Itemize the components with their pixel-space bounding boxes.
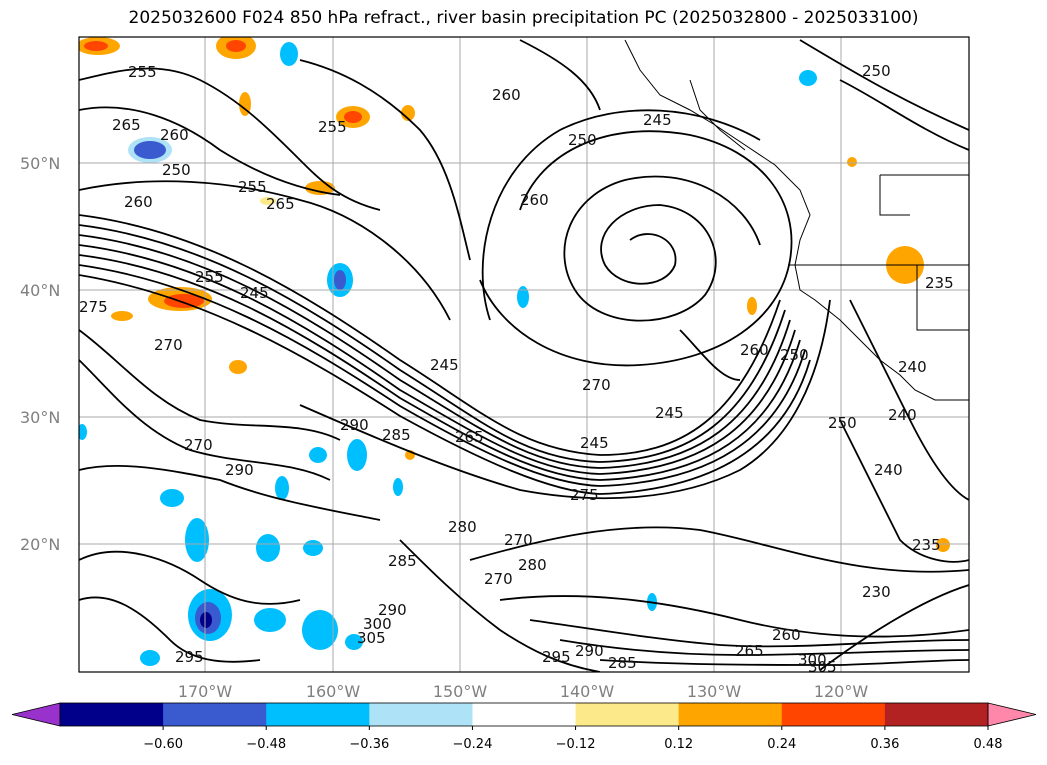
colorbar-segment	[884, 703, 989, 726]
precip-anomaly-fill	[79, 37, 950, 666]
contour-label: 280	[448, 518, 477, 536]
lon-label: 120°W	[814, 682, 869, 701]
contour-label: 250	[862, 62, 891, 80]
lat-label: 40°N	[20, 281, 60, 300]
colorbar-segment	[781, 703, 886, 726]
contour-label: 290	[340, 416, 369, 434]
contour-label: 280	[518, 556, 547, 574]
colorbar-extension-low	[11, 702, 61, 727]
contour-labels: 255 260 265 250 255 265 260 255 245 275 …	[79, 62, 954, 676]
lon-label: 160°W	[306, 682, 361, 701]
contour-label: 235	[912, 536, 941, 554]
contour-label: 295	[175, 648, 204, 666]
contour-label: 285	[382, 426, 411, 444]
colorbar-segment	[575, 703, 680, 726]
colorbar-tick-label: −0.24	[453, 737, 493, 752]
colorbar-segment	[266, 703, 370, 726]
latitude-labels: 50°N 40°N 30°N 20°N	[20, 154, 60, 554]
contour-label: 305	[808, 658, 837, 676]
colorbar-tick-label: 0.12	[664, 737, 693, 752]
contour-label: 240	[874, 461, 903, 479]
contour-label: 270	[184, 436, 213, 454]
contour-label: 265	[112, 116, 141, 134]
contour-label: 245	[580, 434, 609, 452]
contour-label: 255	[238, 178, 267, 196]
contour-label: 255	[128, 63, 157, 81]
lat-label: 50°N	[20, 154, 60, 173]
contour-label: 260	[492, 86, 521, 104]
contour-label: 240	[898, 358, 927, 376]
colorbar-tick-label: 0.48	[974, 737, 1003, 752]
contour-label: 250	[828, 414, 857, 432]
lon-label: 150°W	[433, 682, 488, 701]
colorbar-tick-label: −0.48	[246, 737, 286, 752]
contour-label: 240	[888, 406, 917, 424]
contour-label: 265	[455, 428, 484, 446]
contour-label: 250	[568, 131, 597, 149]
contour-label: 270	[154, 336, 183, 354]
contour-label: 260	[160, 126, 189, 144]
colorbar-tick-label: 0.36	[870, 737, 899, 752]
contour-label: 260	[520, 191, 549, 209]
colorbar-segment	[472, 703, 577, 726]
contour-label: 260	[740, 341, 769, 359]
contour-label: 245	[643, 111, 672, 129]
contour-label: 245	[655, 404, 684, 422]
colorbar-tick-label: −0.36	[349, 737, 389, 752]
graticule	[79, 37, 969, 672]
colorbar-extension-high	[987, 702, 1037, 727]
lon-label: 140°W	[560, 682, 615, 701]
contour-label: 290	[225, 461, 254, 479]
colorbar-tick-label: −0.60	[143, 737, 183, 752]
contour-label: 285	[608, 654, 637, 672]
contour-label: 285	[388, 552, 417, 570]
contour-label: 290	[575, 642, 604, 660]
refractivity-contours	[79, 39, 969, 672]
colorbar-segment	[163, 703, 267, 726]
colorbar-tick-label: 0.24	[767, 737, 796, 752]
contour-label: 250	[162, 161, 191, 179]
contour-label: 305	[357, 629, 386, 647]
lat-label: 20°N	[20, 535, 60, 554]
contour-label: 255	[318, 118, 347, 136]
colorbar-frame	[59, 702, 989, 727]
contour-label: 255	[195, 268, 224, 286]
map-title: 2025032600 F024 850 hPa refract., river …	[128, 8, 919, 28]
contour-label: 250	[780, 346, 809, 364]
contour-label: 230	[862, 583, 891, 601]
contour-label: 270	[504, 531, 533, 549]
contour-label: 265	[735, 642, 764, 660]
longitude-labels: 170°W 160°W 150°W 140°W 130°W 120°W	[178, 682, 869, 701]
contour-label: 275	[570, 486, 599, 504]
contour-label: 245	[240, 284, 269, 302]
contour-label: 300	[798, 651, 827, 669]
contour-label: 245	[430, 356, 459, 374]
lon-label: 130°W	[687, 682, 742, 701]
plot-frame	[78, 36, 970, 673]
contour-label: 270	[582, 376, 611, 394]
contour-label: 300	[363, 615, 392, 633]
lat-label: 30°N	[20, 408, 60, 427]
plot-area	[79, 37, 969, 672]
contour-label: 275	[79, 298, 108, 316]
contour-label: 260	[772, 626, 801, 644]
contour-label: 290	[378, 601, 407, 619]
contour-label: 235	[925, 274, 954, 292]
lon-label: 170°W	[178, 682, 233, 701]
colorbar-segment	[369, 703, 473, 726]
contour-label: 270	[484, 570, 513, 588]
colorbar-tick-label: −0.12	[556, 737, 596, 752]
contour-label: 295	[542, 648, 571, 666]
contour-label: 265	[266, 195, 295, 213]
colorbar: −0.60 −0.48 −0.36 −0.24 −0.12 0.12 0.24 0.36 0.4…	[11, 702, 1037, 752]
colorbar-segment	[678, 703, 783, 726]
contour-label: 260	[124, 193, 153, 211]
colorbar-segment	[60, 703, 164, 726]
